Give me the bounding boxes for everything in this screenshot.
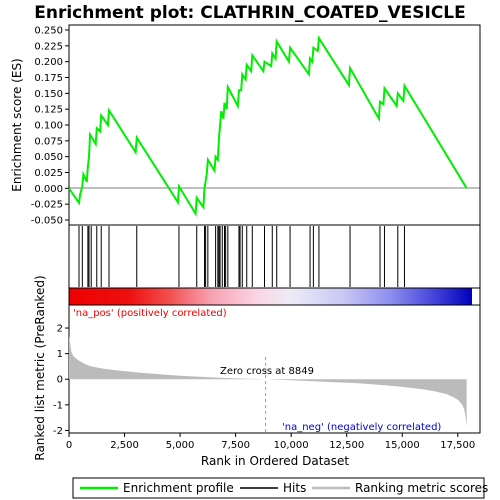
es-y-axis-label: Enrichment score (ES) (10, 58, 24, 191)
es-panel: 0.250 0.225 0.200 0.175 0.150 0.125 0.100 0.075… (10, 24, 481, 227)
es-y-tick-label: -0.025 (31, 200, 63, 211)
es-y-tick-label: 0.075 (34, 136, 63, 147)
hit-markers (78, 226, 405, 287)
rank-y-tick-label: -1 (53, 400, 63, 411)
legend: Enrichment profile Hits Ranking metric s… (72, 477, 488, 499)
rank-panel-frame (68, 304, 481, 434)
rank-y-axis-label: Ranked list metric (PreRanked) (33, 275, 47, 460)
rank-y-tick-label: -2 (53, 426, 63, 437)
x-tick-label: 12,500 (329, 440, 364, 451)
rank-metric-panel: 2 1 0 -1 -2 Zero cross at 8849 'na_pos' (pos… (33, 275, 481, 461)
es-y-tick-label: 0.025 (34, 168, 63, 179)
rank-y-ticks: 2 1 0 -1 -2 (53, 324, 69, 437)
es-y-tick-label: 0.100 (34, 121, 63, 132)
x-tick-label: 10,000 (274, 440, 309, 451)
x-tick-label: 17,500 (440, 440, 475, 451)
positive-correlation-label: 'na_pos' (positively correlated) (73, 308, 227, 319)
rank-y-tick-label: 2 (57, 324, 63, 335)
x-axis-ticks: 0 2,500 5,000 7,500 10,000 12,500 15,000 17,500 (66, 433, 475, 451)
zero-cross-label: Zero cross at 8849 (220, 366, 314, 377)
legend-ranking-label: Ranking metric scores (355, 481, 488, 495)
hits-panel (68, 224, 481, 289)
negative-correlation-label: 'na_neg' (negatively correlated) (282, 422, 441, 433)
enrichment-profile-line (68, 35, 468, 217)
x-axis-label: Rank in Ordered Dataset (201, 454, 349, 468)
es-y-tick-label: 0.050 (34, 152, 63, 163)
legend-enrichment-label: Enrichment profile (123, 481, 234, 495)
es-y-tick-label: 0.225 (34, 41, 63, 52)
ranking-metric-area (69, 335, 467, 427)
chart-title: Enrichment plot: CLATHRIN_COATED_VESICLE (34, 3, 466, 23)
es-y-tick-label: 0.000 (34, 184, 63, 195)
legend-hits-label: Hits (283, 481, 306, 495)
x-tick-label: 5,000 (166, 440, 195, 451)
hits-panel-frame (68, 224, 481, 289)
rank-y-tick-label: 0 (57, 375, 63, 386)
legend-frame (72, 477, 485, 499)
es-y-tick-label: 0.250 (34, 26, 63, 37)
es-y-tick-label: -0.050 (31, 216, 63, 227)
es-y-tick-label: 0.175 (34, 73, 63, 84)
es-y-ticks: 0.250 0.225 0.200 0.175 0.150 0.125 0.100 0.075… (31, 26, 69, 227)
rank-color-bar (68, 287, 481, 306)
es-y-tick-label: 0.200 (34, 57, 63, 68)
rank-y-tick-label: 1 (57, 349, 63, 360)
x-tick-label: 15,000 (385, 440, 420, 451)
x-tick-label: 2,500 (110, 440, 139, 451)
x-tick-label: 7,500 (221, 440, 250, 451)
rank-gradient (69, 288, 472, 305)
x-tick-label: 0 (66, 440, 72, 451)
es-y-tick-label: 0.150 (34, 89, 63, 100)
es-y-tick-label: 0.125 (34, 105, 63, 116)
